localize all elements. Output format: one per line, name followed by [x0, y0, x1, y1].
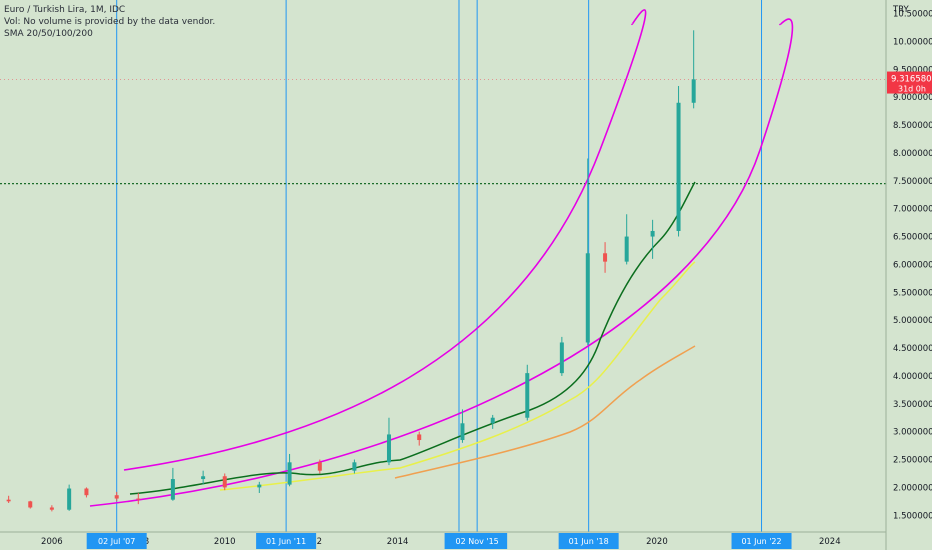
sma-50 — [219, 261, 696, 491]
x-tick-label: 2014 — [387, 537, 409, 547]
candle-body — [6, 499, 11, 502]
y-tick-label: 5.000000 — [893, 316, 932, 326]
y-tick-label: 6.500000 — [893, 233, 932, 243]
candle-body — [676, 102, 681, 231]
candlesticks — [6, 30, 696, 512]
candle-body — [386, 434, 391, 463]
sma-100 — [394, 345, 696, 479]
y-tick-label: 7.500000 — [893, 177, 932, 187]
y-tick-label: 3.500000 — [893, 400, 932, 410]
candle-body — [317, 462, 322, 471]
vertical-marker-badge — [447, 533, 508, 549]
x-tick-label: 2024 — [819, 537, 841, 547]
candle-body — [222, 476, 227, 488]
y-tick-label: 6.000000 — [893, 260, 932, 270]
candle-body — [490, 417, 495, 424]
candle-body — [417, 434, 422, 441]
candle-body — [170, 479, 175, 500]
vertical-marker-label: 02 Nov '15 — [456, 537, 499, 546]
fib-arc — [123, 9, 647, 471]
y-tick-label: 5.500000 — [893, 288, 932, 298]
candle-body — [460, 423, 465, 441]
candle-body — [650, 230, 655, 237]
y-tick-label: 9.500000 — [893, 65, 932, 75]
y-tick-label: 4.500000 — [893, 344, 932, 354]
y-tick-label: 8.500000 — [893, 121, 932, 131]
sma-20 — [129, 181, 696, 495]
candle-body — [691, 79, 696, 103]
chart-legend: Euro / Turkish Lira, 1M, IDC Vol: No vol… — [4, 4, 215, 40]
currency-label: TRY — [892, 5, 910, 15]
sma-lines — [129, 181, 696, 495]
last-price-badge — [887, 71, 932, 94]
candle-body — [136, 498, 141, 500]
y-tick-label: 3.000000 — [893, 428, 932, 438]
y-tick-label: 10.000000 — [893, 37, 932, 47]
x-tick-label: 2006 — [41, 537, 63, 547]
fibonacci-arcs — [89, 9, 794, 507]
vertical-marker-label: 01 Jun '22 — [741, 537, 781, 546]
indicator-label[interactable]: SMA 20/50/100/200 — [4, 29, 93, 39]
vertical-marker-label: 02 Jul '07 — [98, 537, 135, 546]
vertical-marker-label: 01 Jun '11 — [266, 537, 306, 546]
y-tick-label: 1.500000 — [893, 511, 932, 521]
vertical-marker-badge — [86, 533, 147, 549]
candle-body — [28, 501, 33, 508]
last-price-value: 9.316580 — [891, 75, 932, 85]
vertical-marker-badge — [731, 533, 792, 549]
x-tick-label: 2010 — [214, 537, 236, 547]
candle-body — [603, 253, 608, 262]
y-tick-label: 10.500000 — [893, 10, 932, 20]
candle-body — [114, 495, 119, 499]
candle-body — [352, 462, 357, 471]
candle-body — [525, 373, 530, 418]
candle-body — [201, 476, 206, 480]
x-tick-label: 2020 — [646, 537, 668, 547]
candle-body — [559, 342, 564, 374]
y-tick-label: 7.000000 — [893, 205, 932, 215]
candle-body — [257, 484, 262, 488]
y-tick-label: 4.000000 — [893, 372, 932, 382]
vertical-marker-badge — [558, 533, 619, 549]
y-tick-label: 9.000000 — [893, 93, 932, 103]
bar-countdown: 31d 0h — [898, 85, 926, 94]
vertical-marker-badge — [256, 533, 317, 549]
volume-note: Vol: No volume is provided by the data v… — [4, 17, 216, 27]
candle-body — [624, 236, 629, 262]
vertical-marker-label: 01 Jun '18 — [569, 537, 609, 546]
candle-body — [67, 488, 72, 510]
symbol-title[interactable]: Euro / Turkish Lira, 1M, IDC — [4, 5, 126, 15]
y-tick-label: 2.000000 — [893, 483, 932, 493]
y-tick-label: 8.000000 — [893, 149, 932, 159]
candle-body — [585, 253, 590, 343]
candle-body — [49, 507, 54, 510]
candle-body — [84, 488, 89, 496]
candle-body — [287, 462, 292, 485]
fib-arc — [89, 18, 794, 507]
y-tick-label: 2.500000 — [893, 456, 932, 466]
